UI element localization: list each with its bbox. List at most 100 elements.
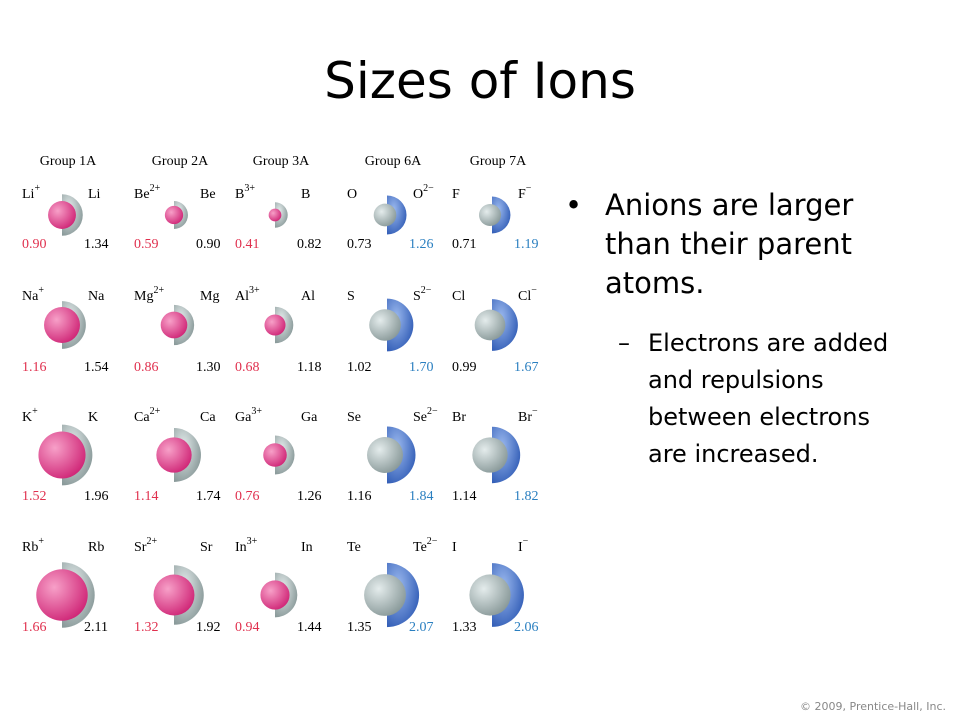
radius-value: 0.68 bbox=[235, 360, 260, 375]
group-header: Group 2A bbox=[152, 154, 209, 169]
group-header: Group 7A bbox=[470, 154, 527, 169]
ion-figure: Group 1A Group 2A Group 3A Group 6A Group 7A… bbox=[22, 154, 539, 635]
radius-value: 0.82 bbox=[297, 237, 322, 252]
radius-value: 0.94 bbox=[235, 620, 260, 635]
symbol: Te bbox=[413, 540, 427, 555]
element-label: Ca2+ bbox=[134, 406, 161, 425]
sphere bbox=[44, 307, 80, 343]
group-header: Group 6A bbox=[365, 154, 422, 169]
radius-value: 1.26 bbox=[409, 237, 434, 252]
radius-value: 1.30 bbox=[196, 360, 221, 375]
charge: + bbox=[34, 183, 40, 194]
symbol: B bbox=[235, 187, 244, 202]
element-label: K+ bbox=[22, 406, 38, 425]
bullet: Anions are larger than their parent atom… bbox=[565, 186, 905, 303]
radius-value: 1.14 bbox=[134, 489, 159, 504]
symbol: Ca bbox=[200, 410, 216, 425]
charge: 2− bbox=[421, 285, 432, 296]
charge: 3+ bbox=[244, 183, 255, 194]
element-label: S bbox=[347, 289, 355, 304]
symbol: Be bbox=[134, 187, 150, 202]
radius-value: 1.33 bbox=[452, 620, 477, 635]
symbol: Br bbox=[518, 410, 532, 425]
element-label: In bbox=[301, 540, 313, 555]
radius-value: 0.99 bbox=[452, 360, 477, 375]
sphere bbox=[472, 437, 508, 473]
symbol: S bbox=[413, 289, 421, 304]
radius-value: 1.92 bbox=[196, 620, 221, 635]
element-label: O bbox=[347, 187, 357, 202]
charge: 2+ bbox=[150, 183, 161, 194]
symbol: Na bbox=[22, 289, 39, 304]
radius-value: 1.32 bbox=[134, 620, 159, 635]
radius-value: 0.71 bbox=[452, 237, 477, 252]
sphere bbox=[474, 309, 506, 341]
charge: + bbox=[38, 536, 44, 547]
radius-value: 1.02 bbox=[347, 360, 372, 375]
radius-value: 1.82 bbox=[514, 489, 539, 504]
symbol: K bbox=[22, 410, 32, 425]
symbol: Cl bbox=[518, 289, 531, 304]
charge: 3+ bbox=[249, 285, 260, 296]
group-header: Group 1A bbox=[40, 154, 97, 169]
element-label: Mg2+ bbox=[134, 285, 164, 304]
element-label: Cl bbox=[452, 289, 465, 304]
charge: 2− bbox=[423, 183, 434, 194]
element-label: Sr bbox=[200, 540, 213, 555]
radius-value: 2.11 bbox=[84, 620, 108, 635]
symbol: B bbox=[301, 187, 310, 202]
charge: 3+ bbox=[247, 536, 258, 547]
radius-value: 1.54 bbox=[84, 360, 109, 375]
element-label: Al3+ bbox=[235, 285, 260, 304]
element-label: Na bbox=[88, 289, 105, 304]
element-label: Te2− bbox=[413, 536, 438, 555]
symbol: Li bbox=[22, 187, 35, 202]
sphere bbox=[364, 574, 406, 616]
element-label: F bbox=[452, 187, 460, 202]
copyright: © 2009, Prentice-Hall, Inc. bbox=[800, 700, 946, 713]
symbol: Ga bbox=[235, 410, 252, 425]
radius-value: 1.19 bbox=[514, 237, 539, 252]
symbol: Mg bbox=[200, 289, 219, 304]
element-label: Ga3+ bbox=[235, 406, 262, 425]
symbol: Rb bbox=[22, 540, 38, 555]
element-label: In3+ bbox=[235, 536, 258, 555]
radius-value: 0.90 bbox=[196, 237, 221, 252]
radius-value: 1.18 bbox=[297, 360, 322, 375]
element-label: K bbox=[88, 410, 98, 425]
radius-value: 0.59 bbox=[134, 237, 159, 252]
element-label: B3+ bbox=[235, 183, 255, 202]
charge: 3+ bbox=[251, 406, 262, 417]
charge: + bbox=[32, 406, 38, 417]
sphere bbox=[478, 203, 502, 227]
symbol: Li bbox=[88, 187, 101, 202]
element-label: Li+ bbox=[22, 183, 40, 202]
radius-value: 1.84 bbox=[409, 489, 434, 504]
charge: − bbox=[531, 285, 537, 296]
charge: 2+ bbox=[150, 406, 161, 417]
radius-value: 1.70 bbox=[409, 360, 434, 375]
charge: − bbox=[526, 183, 532, 194]
charge: + bbox=[38, 285, 44, 296]
sphere bbox=[367, 437, 403, 473]
group-header: Group 3A bbox=[253, 154, 310, 169]
charge: 2+ bbox=[146, 536, 157, 547]
element-label: Mg bbox=[200, 289, 219, 304]
radius-value: 1.52 bbox=[22, 489, 47, 504]
sphere bbox=[369, 309, 401, 341]
charge: 2+ bbox=[153, 285, 164, 296]
element-label: Ga bbox=[301, 410, 318, 425]
element-label: Na+ bbox=[22, 285, 44, 304]
element-label: Al bbox=[301, 289, 315, 304]
radius-value: 2.06 bbox=[514, 620, 539, 635]
symbol: Ca bbox=[134, 410, 150, 425]
symbol: Al bbox=[301, 289, 315, 304]
radius-value: 1.16 bbox=[347, 489, 372, 504]
charge: 2− bbox=[427, 406, 438, 417]
radius-value: 0.76 bbox=[235, 489, 260, 504]
element-label: O2− bbox=[413, 183, 434, 202]
sphere bbox=[263, 443, 287, 467]
element-label: Br− bbox=[518, 406, 538, 425]
element-label: Ca bbox=[200, 410, 216, 425]
